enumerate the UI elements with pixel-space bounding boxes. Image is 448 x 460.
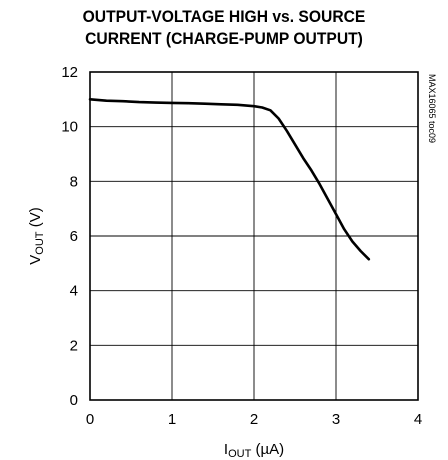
y-axis-label: VOUT (V) [27,207,46,264]
y-tick-label: 12 [61,64,78,81]
series-line [88,98,371,261]
y-tick-label: 4 [70,283,78,300]
y-axis-label-main: V [27,255,44,265]
y-tick-labels: 0 2 4 6 8 10 12 [61,64,78,409]
x-axis-label-sub: OUT [228,448,252,460]
x-tick-label: 1 [168,411,176,428]
y-tick-label: 10 [61,119,78,136]
x-tick-labels: 0 1 2 3 4 [86,411,422,428]
x-tick-label: 2 [250,411,258,428]
x-axis-label-main: I [224,441,228,458]
chart-title-line-2: CURRENT (CHARGE-PUMP OUTPUT) [85,29,363,48]
y-tick-label: 0 [70,392,78,409]
y-tick-label: 2 [70,337,78,354]
y-axis-label-unit: (V) [27,207,44,231]
chart-annotation: MAX16065 toc09 [427,74,437,143]
x-axis-label: IOUT (µA) [224,441,284,460]
x-tick-label: 4 [414,411,422,428]
y-tick-label: 6 [70,228,78,245]
grid-lines [90,72,418,400]
x-axis-label-unit: (µA) [251,441,284,458]
x-tick-label: 3 [332,411,340,428]
chart-title-line-1: OUTPUT-VOLTAGE HIGH vs. SOURCE [82,7,366,26]
x-tick-label: 0 [86,411,94,428]
chart-title: OUTPUT-VOLTAGE HIGH vs. SOURCE CURRENT (… [18,6,430,50]
y-axis-label-sub: OUT [34,231,46,255]
y-tick-label: 8 [70,173,78,190]
plot-frame [89,71,419,401]
